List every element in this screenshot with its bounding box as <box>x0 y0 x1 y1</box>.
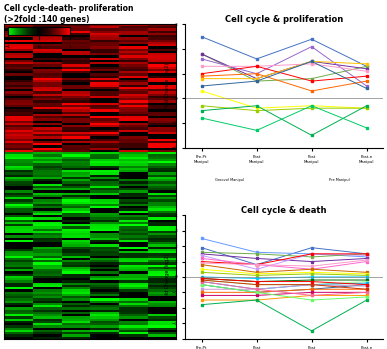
Text: Pre Manipul: Pre Manipul <box>329 178 349 182</box>
Y-axis label: Fold Change (log2): Fold Change (log2) <box>165 254 170 300</box>
Title: Cell cycle & proliferation: Cell cycle & proliferation <box>225 15 343 24</box>
Title: Cell cycle & death: Cell cycle & death <box>241 206 327 215</box>
Text: Cell cycle-death- proliferation
(>2fold :140 genes): Cell cycle-death- proliferation (>2fold … <box>4 4 134 24</box>
Y-axis label: Fold Change (log2): Fold Change (log2) <box>165 63 170 109</box>
Text: Groovol Manipul: Groovol Manipul <box>215 178 244 182</box>
